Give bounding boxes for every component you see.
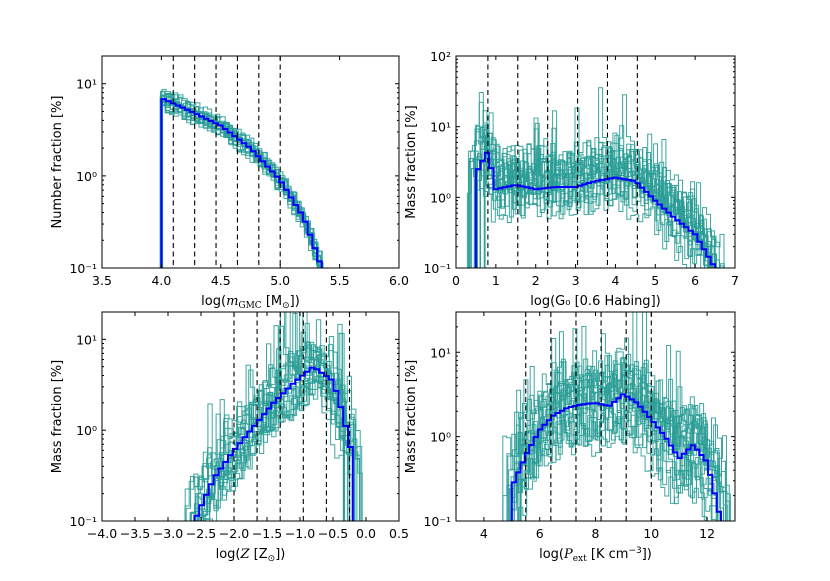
- x-tick-label: 6: [691, 273, 699, 288]
- realisation-histogram: [161, 100, 319, 268]
- plot-area-pressure: [502, 312, 731, 521]
- realisation-histogram: [160, 92, 322, 268]
- y-axis-label: Mass fraction [%]: [50, 360, 65, 473]
- y-tick-label: 10²: [430, 49, 451, 64]
- x-tick-label: 0.5: [389, 526, 409, 541]
- x-tick-label: 0: [452, 273, 460, 288]
- x-tick-label: 5.5: [330, 273, 350, 288]
- x-axis-label: log(Pext [K cm−3]): [539, 546, 652, 564]
- realisation-histogram: [161, 100, 323, 268]
- x-tick-label: 6: [536, 526, 544, 541]
- x-tick-label: −4.0: [87, 526, 117, 541]
- x-tick-label: 3.5: [92, 273, 112, 288]
- x-tick-label: 5.0: [270, 273, 290, 288]
- plot-area-metallicity: [184, 312, 363, 521]
- panel-pressure: 4 6 8 10 12 10⁻¹ 10⁰ 10¹ Mass fraction [%] log(Pe…: [404, 311, 736, 564]
- axes-frame: [455, 55, 736, 269]
- realisation-histogram: [161, 101, 319, 268]
- realisation-histogram: [470, 128, 711, 268]
- y-tick-label: 10⁰: [76, 423, 97, 438]
- y-tick-label: 10⁰: [76, 169, 97, 184]
- x-tick-label: 8: [592, 526, 600, 541]
- y-axis-label: Number fraction [%]: [50, 96, 65, 229]
- x-tick-label: 0.0: [356, 526, 376, 541]
- total-histogram: [474, 151, 717, 268]
- realisation-histogram: [161, 102, 323, 268]
- realisation-histogram: [502, 333, 713, 521]
- realisation-histogram: [161, 94, 323, 268]
- panel-g0: 0 1 2 3 4 5 6 7 10⁻¹ 10⁰ 10¹ 10² Mass fraction [%] lo…: [404, 49, 739, 309]
- axes-frame: [101, 311, 400, 522]
- plot-area-mass: [159, 56, 324, 268]
- realisation-histogram: [161, 88, 323, 268]
- realisation-histogram: [161, 99, 324, 268]
- panel-mass: 3.5 4.0 4.5 5.0 5.5 6.0 10⁻¹ 10⁰ 10¹ Number fract…: [50, 55, 409, 311]
- x-tick-label: −1.5: [252, 526, 282, 541]
- x-tick-label: 4.0: [151, 273, 171, 288]
- plot-area-g0: [466, 56, 725, 268]
- x-tick-label: 12: [699, 526, 715, 541]
- x-tick-label: 6.0: [389, 273, 409, 288]
- realisation-histogram: [510, 365, 721, 521]
- total-histogram: [510, 393, 722, 521]
- y-tick-label: 10⁻¹: [69, 261, 97, 276]
- y-tick-label: 10¹: [76, 77, 97, 92]
- y-tick-label: 10¹: [430, 120, 451, 135]
- x-tick-label: 2: [532, 273, 540, 288]
- x-tick-label: 4: [480, 526, 488, 541]
- x-tick-label: 10: [643, 526, 659, 541]
- realisation-histogram: [467, 125, 708, 268]
- realisation-histogram: [470, 92, 711, 268]
- total-histogram: [193, 366, 354, 521]
- y-axis-label: Mass fraction [%]: [404, 105, 419, 218]
- realisation-histogram: [520, 376, 727, 521]
- y-tick-label: 10¹: [76, 332, 97, 347]
- realisation-histogram: [190, 356, 351, 521]
- axes-frame: [101, 55, 400, 269]
- y-tick-label: 10⁰: [430, 430, 451, 445]
- y-tick-label: 10⁻¹: [69, 514, 97, 529]
- x-tick-label: −3.0: [153, 526, 183, 541]
- total-histogram: [160, 98, 323, 268]
- realisation-histogram: [466, 159, 696, 268]
- y-axis-label: Mass fraction [%]: [404, 360, 419, 473]
- x-tick-label: −3.5: [120, 526, 150, 541]
- panel-metallicity: −4.0 −3.5 −3.0 −2.5 −2.0 −1.5 −1.0 −0.5 0.0 0.5 10…: [50, 311, 409, 564]
- x-tick-label: −0.5: [318, 526, 348, 541]
- x-tick-label: 7: [731, 273, 739, 288]
- realisation-histogram: [204, 319, 356, 521]
- y-tick-label: 10⁰: [430, 190, 451, 205]
- x-tick-label: 4.5: [211, 273, 231, 288]
- x-tick-label: −1.0: [285, 526, 315, 541]
- x-axis-label: log(Z [Z⊙]): [216, 547, 286, 564]
- x-axis-label: log(G₀ [0.6 Habing]): [530, 294, 660, 309]
- x-tick-label: 4: [611, 273, 619, 288]
- realisation-histogram: [161, 96, 324, 268]
- x-tick-label: 1: [492, 273, 500, 288]
- realisation-histogram: [160, 105, 322, 268]
- x-axis-label: log(mGMC [M⊙]): [201, 294, 300, 311]
- y-tick-label: 10⁻¹: [423, 514, 451, 529]
- y-tick-label: 10¹: [430, 345, 451, 360]
- realisation-histogram: [162, 93, 324, 268]
- realisation-histogram: [513, 337, 724, 521]
- x-tick-label: 5: [651, 273, 659, 288]
- x-tick-label: −2.0: [219, 526, 249, 541]
- y-tick-label: 10⁻¹: [423, 261, 451, 276]
- x-tick-label: −2.5: [186, 526, 216, 541]
- x-tick-label: 3: [572, 273, 580, 288]
